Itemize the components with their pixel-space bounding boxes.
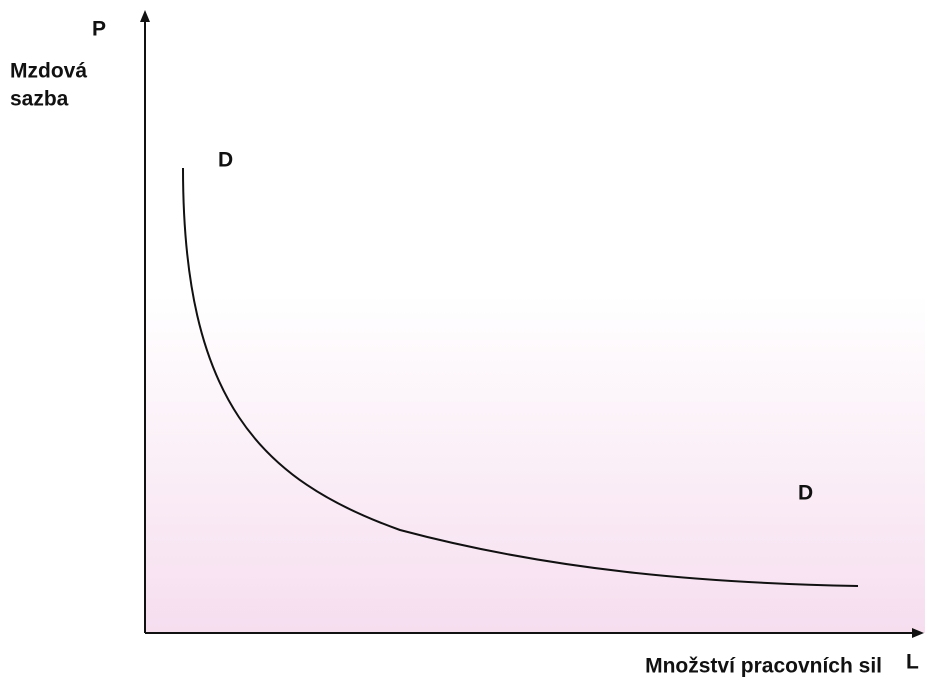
x-axis-label: Množství pracovních sil bbox=[645, 655, 882, 678]
x-axis-symbol: L bbox=[906, 651, 919, 674]
curve-label: D bbox=[218, 149, 233, 172]
plot-background bbox=[145, 20, 925, 633]
y-axis-label: sazba bbox=[10, 88, 69, 111]
x-axis-arrow bbox=[912, 628, 924, 638]
y-axis-symbol: P bbox=[92, 18, 106, 41]
y-axis-label: Mzdová bbox=[10, 60, 87, 83]
y-axis-arrow bbox=[140, 10, 150, 22]
demand-curve bbox=[182, 167, 859, 587]
curve-label: D bbox=[798, 482, 813, 505]
